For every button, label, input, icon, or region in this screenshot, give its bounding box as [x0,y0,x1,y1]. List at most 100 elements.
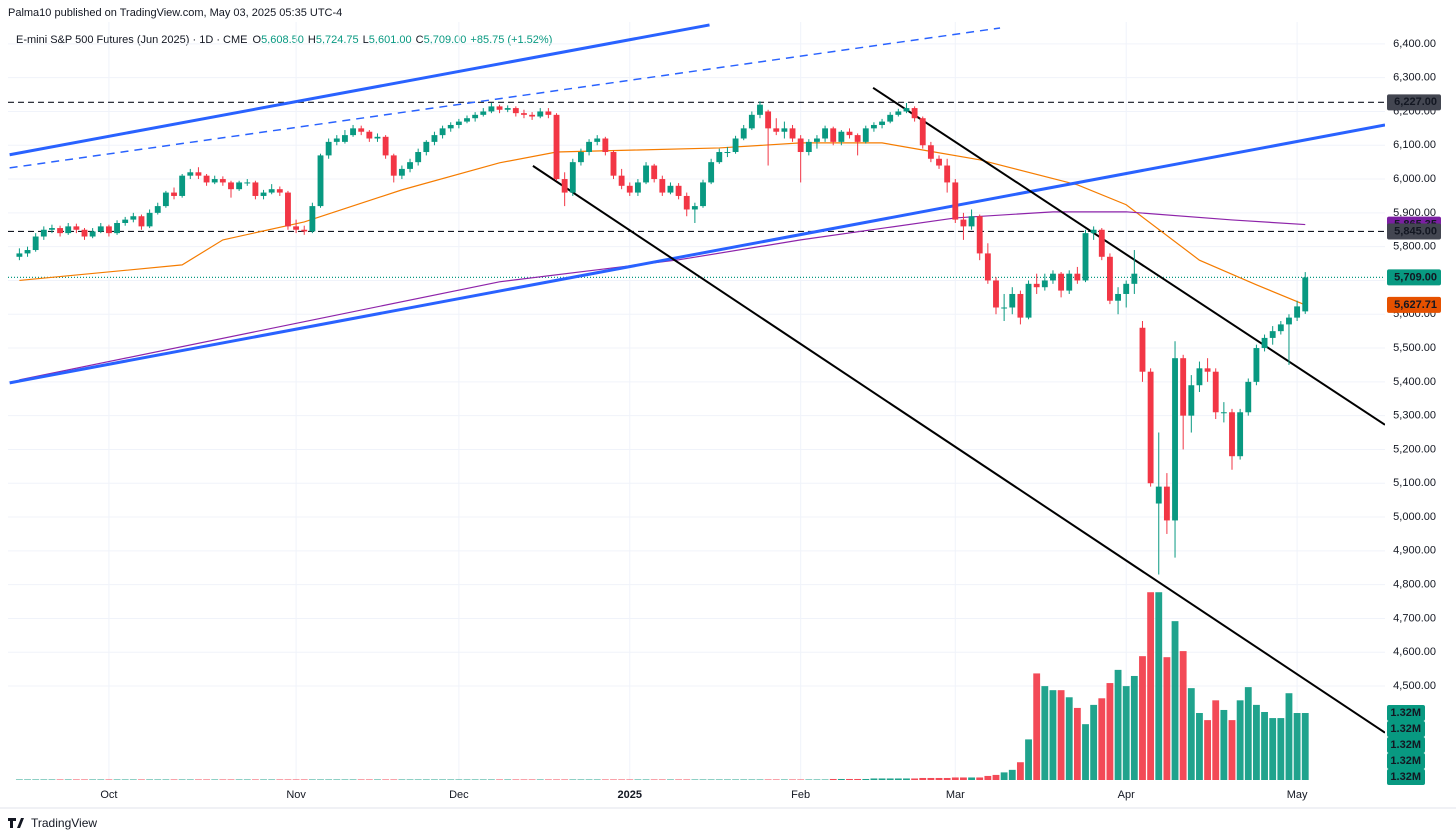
volume-bar [170,779,178,780]
candle-body [333,138,340,142]
x-tick-label: Apr [1118,789,1135,801]
volume-bar [121,779,129,780]
volume-bar [732,779,739,780]
volume-bar [251,779,259,780]
y-tick-label: 5,500.00 [1393,342,1436,354]
candle-body [97,226,104,232]
volume-bar [935,777,943,780]
volume-bar [593,779,601,780]
volume-bar [195,779,202,780]
volume-bar [1098,698,1106,780]
candle-body [903,108,910,112]
x-tick-label: Mar [946,789,965,801]
price-badge-label: 5,627.71 [1394,299,1437,311]
candle-body [578,152,584,163]
price-badge [1387,269,1441,286]
volume-bar [32,779,40,780]
candle-body [105,226,112,234]
moving-average [19,211,1306,381]
candle-body [1139,327,1146,372]
price-badge-label: 6,227.00 [1394,96,1437,108]
volume-bar [260,779,267,780]
volume-bar [691,779,699,780]
candle-body [1115,293,1121,301]
volume-bar [243,779,251,780]
trendline [9,123,1385,385]
volume-bar [56,779,64,780]
candle-body [1041,280,1048,288]
volume-bar [1016,762,1024,780]
price-badge-label: 5,709.00 [1394,271,1437,283]
volume-bar [406,779,414,780]
volume-bar [1252,704,1260,780]
candle-body [24,250,31,254]
candle-body [691,206,698,210]
candle-body [382,136,389,156]
volume-bar [64,779,72,780]
volume-bar [1000,772,1008,780]
volume-bar [715,779,723,780]
candle-body [252,182,259,196]
y-tick-label: 6,300.00 [1393,72,1436,84]
volume-bar [496,779,503,780]
volume-bar [235,779,243,780]
volume-bar [919,777,927,780]
candle-body [594,138,601,142]
volume-bar [837,778,845,780]
volume-bar [813,779,821,780]
volume-bar [431,779,438,780]
candle-body [911,108,918,119]
volume-badge-label: 1.32M [1390,771,1421,783]
volume-bar [15,779,23,780]
y-tick-label: 5,100.00 [1393,477,1436,489]
volume-bar [113,779,121,780]
x-tick-label: Feb [791,789,810,801]
candle-body [1123,283,1130,294]
candle-body [1058,273,1065,291]
candle-body [81,229,88,237]
volume-bar [1008,769,1016,780]
volume-bar [24,779,31,780]
candle-body [895,111,902,115]
candle-body [162,192,169,207]
volume-bar [536,779,544,780]
candle-body [1204,368,1211,372]
volume-bar [951,777,959,780]
ohlc-key: H [308,34,316,46]
candle-body [797,138,804,153]
volume-bar [1139,656,1146,780]
candle-body [276,189,283,193]
candle-body [651,165,658,180]
volume-bar [1155,592,1163,780]
volume-bar [1114,669,1122,780]
candle-body [1277,324,1284,332]
volume-bar [414,779,422,780]
y-tick-label: 6,100.00 [1393,139,1436,151]
candle-body [407,162,413,169]
volume-bar [487,779,495,780]
candle-body [187,172,194,176]
volume-bar [97,779,105,780]
candle-body [1106,256,1113,301]
candle-body [846,131,853,136]
volume-bar [268,779,276,780]
candle-body [1261,337,1268,349]
candle-body [976,216,983,254]
candle-body [1074,273,1081,281]
volume-bar [1057,690,1065,780]
volume-bar [764,779,772,780]
candle-body [838,131,845,142]
volume-bar [1122,686,1130,780]
candle-body [1131,273,1138,284]
candle-body [130,216,137,220]
candle-body [122,219,129,223]
candle-body [545,111,552,115]
candle-body [1163,486,1170,521]
volume-bar [960,777,967,780]
x-tick-label: May [1287,789,1308,801]
price-badge-label: 5,845.00 [1394,225,1437,237]
volume-bar [276,779,284,780]
volume-bar [341,779,349,780]
volume-bar [1106,683,1114,780]
volume-bar [1285,693,1293,780]
